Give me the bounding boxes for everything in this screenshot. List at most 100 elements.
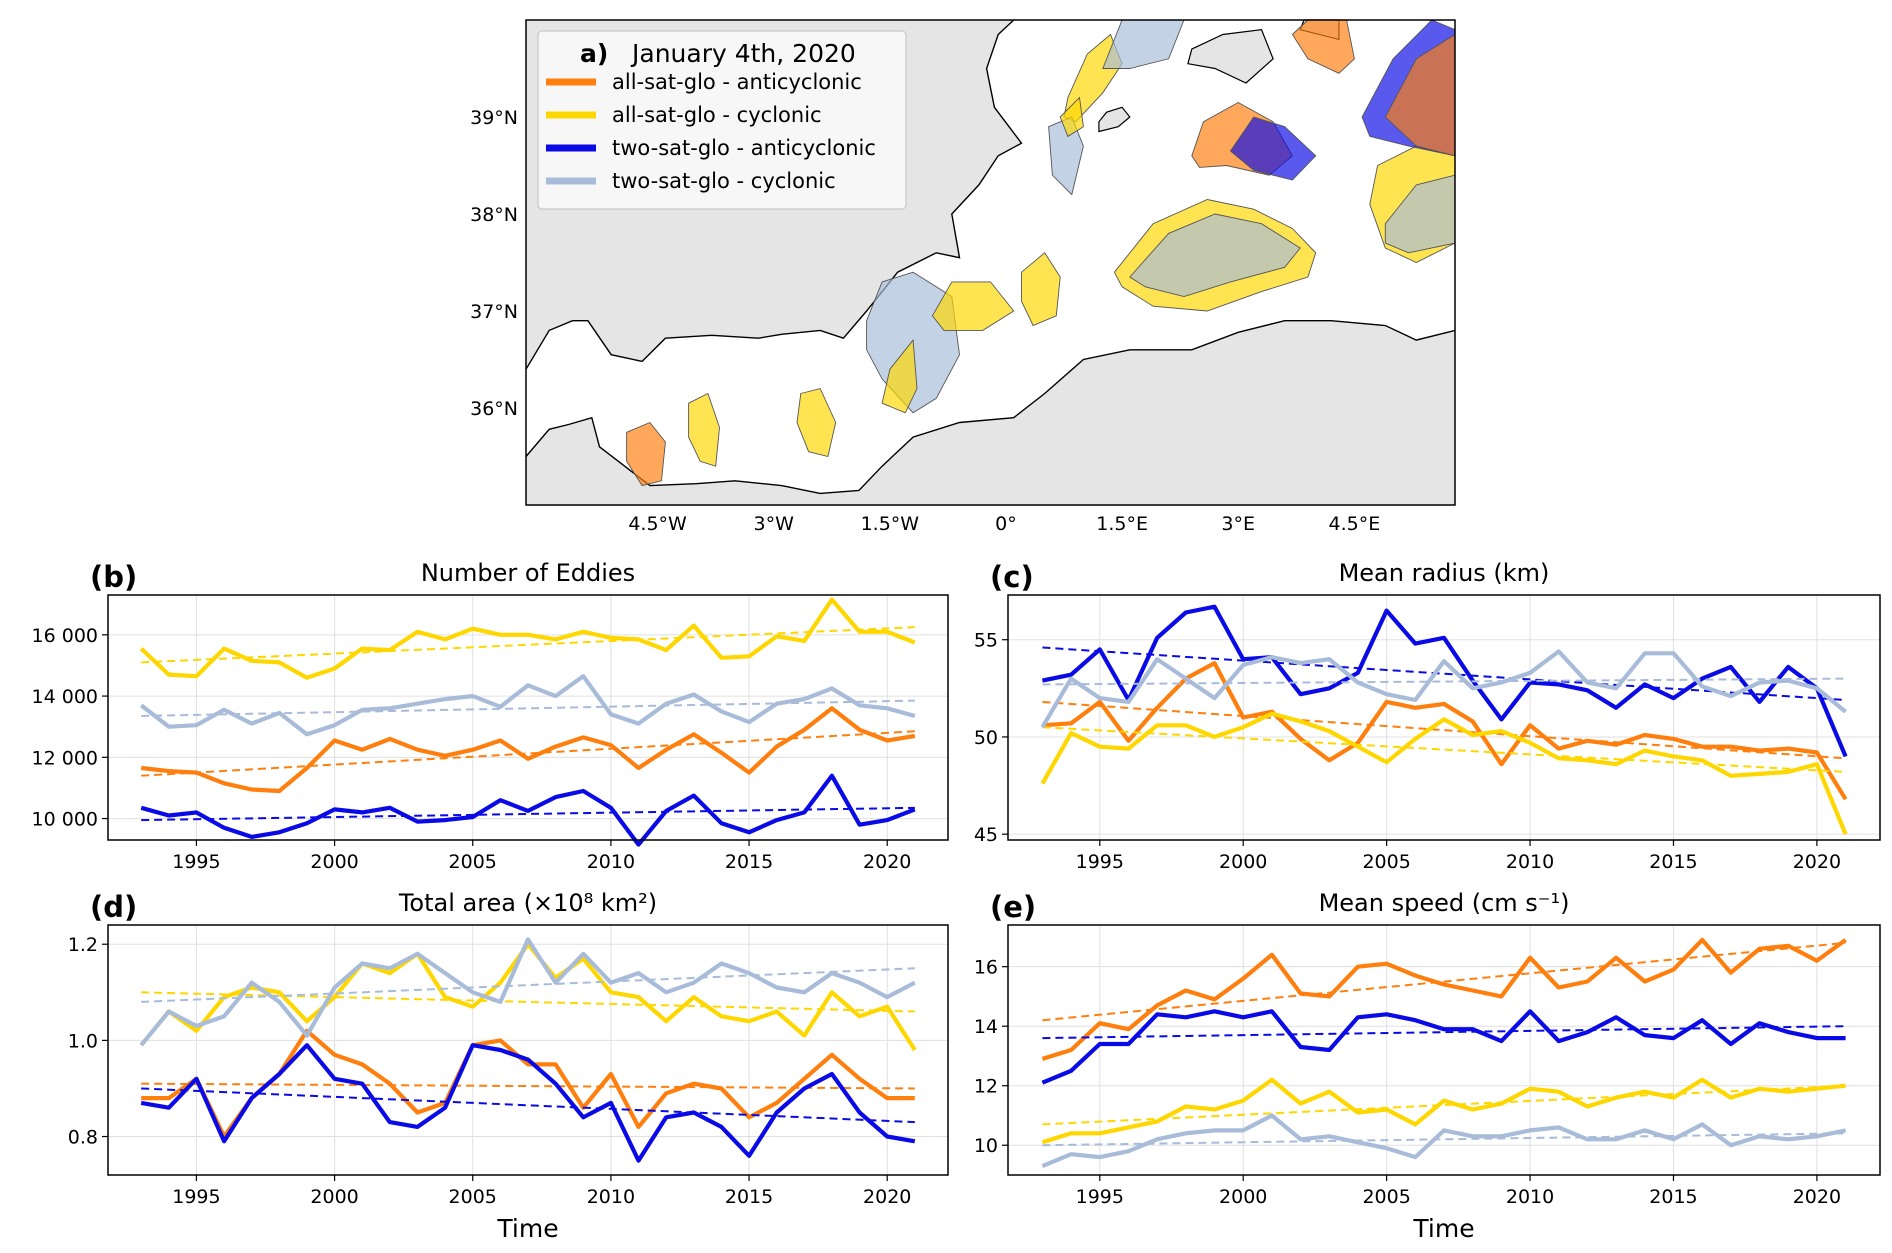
x-tick-label: 1995: [1076, 851, 1124, 873]
x-tick-label: 2005: [449, 851, 497, 873]
y-tick-label: 0.8: [68, 1127, 98, 1149]
plot-frame: [107, 924, 949, 1176]
series-line: [139, 597, 916, 680]
legend-label: all-sat-glo - anticyclonic: [612, 70, 862, 94]
map-lat-label: 38°N: [470, 204, 518, 226]
y-tick-label: 14 000: [32, 686, 98, 708]
y-tick-label: 1.2: [68, 934, 98, 956]
x-tick-label: 2010: [1506, 851, 1554, 873]
x-tick-label: 2020: [1793, 1186, 1841, 1208]
panel-title: Mean speed (cm s⁻¹): [1319, 889, 1570, 917]
panel-label: (d): [90, 890, 137, 924]
map-lon-label: 4.5°W: [628, 513, 687, 535]
eddy-all-cyc-17: [796, 388, 837, 458]
x-tick-label: 2010: [1506, 1186, 1554, 1208]
panel-label: (e): [990, 890, 1036, 924]
plot-area: [108, 925, 948, 1175]
map-panel: 39°N 38°N 37°N 36°N 4.5°W 3°W 1.5°W 0° 1.5°E 3°E 4…: [470, 19, 1456, 535]
eddy-all-cyc-14: [931, 281, 1015, 331]
map-lon-label: 1.5°W: [861, 513, 920, 535]
panel-c: 1995 2000 2005 2010 2015 2020 45 50 55 Mean radiu…: [974, 559, 1881, 873]
trend-line: [1042, 726, 1846, 773]
panel-d: 1995 2000 2005 2010 2015 2020 0.8 1.0 1.2 Total a…: [68, 889, 949, 1243]
plot-frame: [1007, 924, 1881, 1176]
trend-line: [1042, 677, 1846, 686]
trend-line: [1042, 1084, 1846, 1126]
eddy-all-cyc-12: [1059, 96, 1084, 138]
panel-title: Mean radius (km): [1339, 559, 1550, 587]
x-tick-label: 2015: [1649, 851, 1697, 873]
map-lon-label: 0°: [995, 513, 1017, 535]
land-africa: [526, 320, 1455, 505]
panel-label: (b): [90, 560, 137, 594]
map-legend: a) January 4th, 2020 all-sat-glo - antic…: [537, 30, 907, 210]
x-tick-label: 2015: [725, 851, 773, 873]
trend-line: [1042, 1132, 1846, 1147]
map-lat-label: 37°N: [470, 301, 518, 323]
trend-line: [141, 991, 915, 1013]
y-tick-label: 1.0: [68, 1030, 98, 1052]
y-tick-label: 12 000: [32, 747, 98, 769]
timeseries-panels: 1995 2000 2005 2010 2015 2020 10 000 12 000 14 0…: [32, 559, 1881, 1243]
eddy-all-anti-19: [626, 421, 666, 487]
y-tick-label: 45: [974, 824, 998, 846]
island-1: [1187, 29, 1274, 84]
eddy-all-cyc-16: [1021, 252, 1061, 327]
x-tick-label: 2010: [587, 851, 635, 873]
x-tick-label: 2020: [863, 1186, 911, 1208]
series-line: [1041, 1113, 1847, 1169]
trend-line: [141, 806, 915, 822]
trend-line: [141, 699, 915, 717]
eddy-two-cyc-10: [1102, 19, 1185, 69]
panel-b: 1995 2000 2005 2010 2015 2020 10 000 12 000 14 0…: [32, 559, 949, 873]
x-tick-label: 2000: [310, 1186, 358, 1208]
x-axis-label: Time: [496, 1214, 558, 1243]
series-line: [139, 674, 916, 737]
y-tick-label: 55: [974, 630, 998, 652]
y-tick-label: 12: [974, 1076, 998, 1098]
trend-line: [141, 1082, 915, 1090]
series-line: [139, 937, 916, 1047]
y-tick-label: 14: [974, 1016, 998, 1038]
series-line: [1041, 1077, 1846, 1145]
coastline-africa: [525, 320, 1456, 495]
x-tick-label: 2005: [1362, 851, 1410, 873]
series-line: [1042, 660, 1848, 801]
map-lon-label: 3°E: [1221, 513, 1255, 535]
x-tick-label: 2010: [587, 1186, 635, 1208]
x-tick-label: 1995: [172, 851, 220, 873]
x-tick-label: 2000: [1219, 1186, 1267, 1208]
x-tick-label: 2005: [1362, 1186, 1410, 1208]
trend-line: [1042, 1025, 1846, 1040]
x-tick-label: 2020: [1793, 851, 1841, 873]
eddy-two-anti-5: [1229, 116, 1317, 181]
eddy-all-cyc-18: [688, 392, 720, 467]
map-lat-label: 36°N: [470, 398, 518, 420]
eddy-all-cyc-15: [881, 338, 918, 414]
legend-label: all-sat-glo - cyclonic: [612, 103, 822, 127]
legend-entries: all-sat-glo - anticyclonic all-sat-glo - …: [546, 70, 876, 193]
x-axis-label: Time: [1412, 1214, 1474, 1243]
trend-line: [1042, 941, 1846, 1022]
y-tick-label: 10: [974, 1135, 998, 1157]
y-tick-label: 10 000: [32, 809, 98, 831]
series-line: [140, 1043, 916, 1163]
x-tick-label: 2000: [1219, 851, 1267, 873]
x-tick-label: 2015: [1649, 1186, 1697, 1208]
panel-title: Total area (×10⁸ km²): [398, 889, 657, 917]
map-panel-label: a): [580, 39, 608, 68]
map-eddies: [626, 19, 1456, 487]
x-tick-label: 1995: [172, 1186, 220, 1208]
series-line: [140, 706, 916, 794]
series-line: [140, 773, 916, 847]
plot-frame: [1007, 594, 1881, 841]
x-tick-label: 2015: [725, 1186, 773, 1208]
map-lat-label: 39°N: [470, 107, 518, 129]
series-line: [1041, 604, 1848, 758]
x-tick-label: 2020: [863, 851, 911, 873]
map-frame: [525, 19, 1456, 506]
y-tick-label: 16 000: [32, 625, 98, 647]
map-lon-label: 4.5°E: [1328, 513, 1380, 535]
map-axes: 39°N 38°N 37°N 36°N 4.5°W 3°W 1.5°W 0° 1.5°E 3°E 4…: [470, 107, 1380, 535]
